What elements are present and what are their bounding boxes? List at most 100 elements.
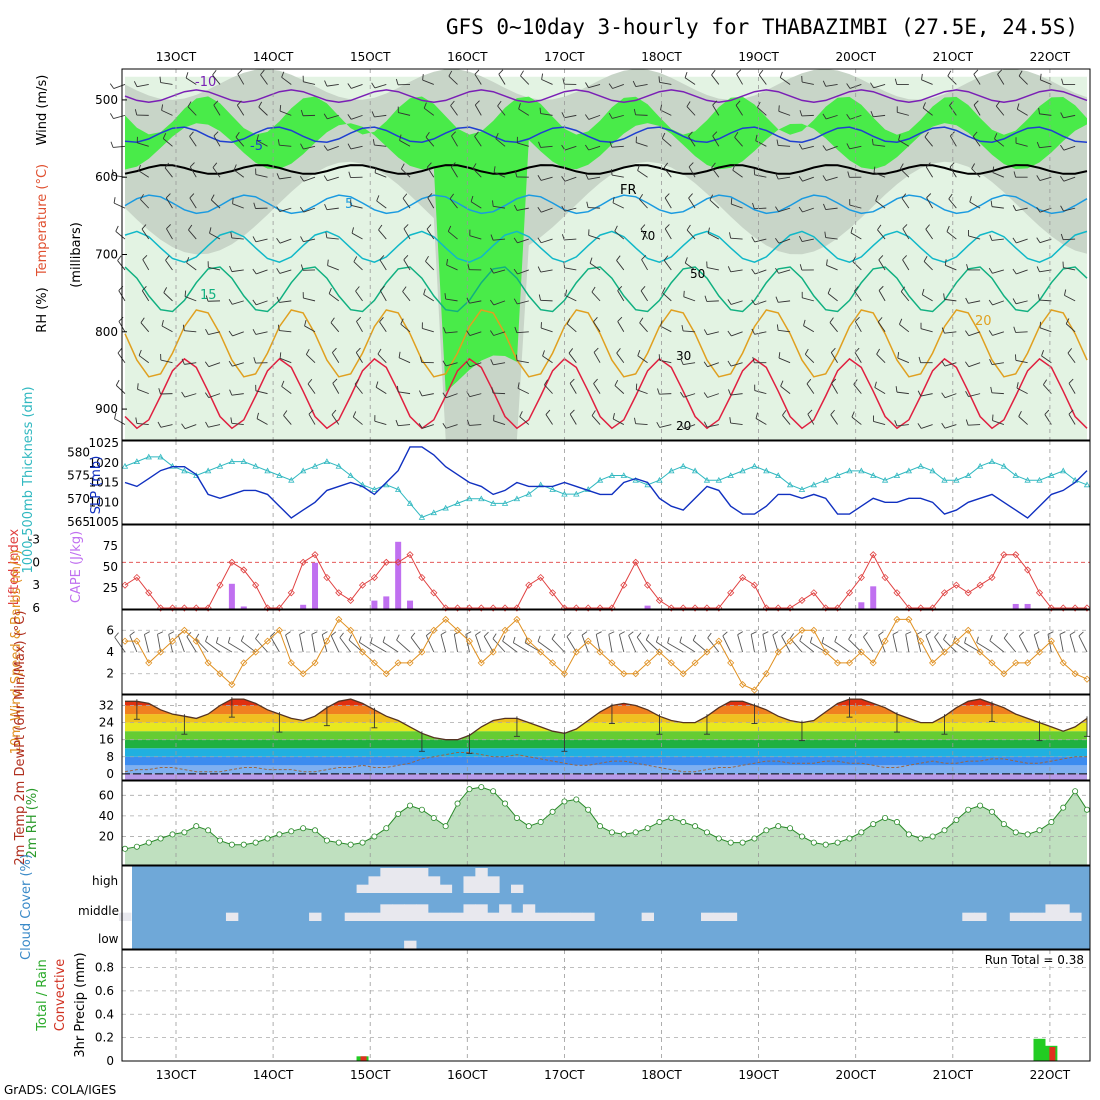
wind-barb-feather bbox=[215, 636, 219, 643]
upper-wind-barb bbox=[712, 100, 720, 116]
wind-barb-shaft bbox=[401, 168, 411, 178]
wind-barb-shaft bbox=[213, 135, 221, 147]
rh-point bbox=[573, 796, 580, 803]
upper-wind-barb bbox=[612, 196, 625, 209]
wind-barb-shaft bbox=[683, 330, 696, 333]
instability-panel-frame bbox=[121, 524, 1091, 610]
wind-barb-shaft bbox=[231, 269, 244, 273]
thickness-point bbox=[157, 453, 164, 460]
wind-barb-feather bbox=[483, 631, 489, 637]
upper-wind-barb bbox=[1068, 378, 1076, 394]
upper-wind-barb bbox=[204, 361, 221, 368]
wind-barb-shaft bbox=[540, 145, 553, 148]
wind-barb-shaft bbox=[374, 144, 387, 147]
upper-wind-barb bbox=[660, 320, 672, 333]
rh-point bbox=[870, 821, 877, 828]
lifted-index-point bbox=[548, 589, 557, 597]
wind-barb-shaft bbox=[614, 385, 625, 394]
wind-barb-feather bbox=[775, 173, 779, 180]
wind-barb-shaft bbox=[398, 357, 411, 364]
wind-barb-shaft bbox=[270, 636, 280, 653]
lifted-index-point bbox=[335, 589, 343, 597]
lifted-index-point bbox=[976, 581, 984, 589]
wind-barb-feather bbox=[829, 317, 834, 323]
wind-barb-shaft bbox=[902, 259, 910, 271]
wind-speed-point bbox=[727, 659, 735, 667]
cloud-cell-middle bbox=[356, 912, 369, 921]
wind-barb-feather bbox=[324, 80, 328, 87]
wind-barb-shaft bbox=[231, 237, 244, 240]
upper-wind-barb bbox=[467, 263, 482, 271]
temperature-fill bbox=[125, 699, 1087, 780]
wind-barb-feather bbox=[489, 299, 495, 306]
wind-barb-feather bbox=[892, 631, 899, 635]
lifted-index-point bbox=[608, 604, 616, 612]
wind-barb-shaft bbox=[425, 261, 435, 271]
wind-barb-feather bbox=[637, 164, 640, 171]
upper-wind-barb bbox=[137, 383, 149, 395]
surface-wind-barb bbox=[512, 636, 530, 653]
wind-barb-feather bbox=[1061, 78, 1064, 85]
wind-barb-shaft bbox=[1063, 207, 1076, 212]
upper-wind-barb bbox=[110, 141, 126, 148]
upper-wind-barb bbox=[776, 324, 791, 333]
wind-barb-feather bbox=[402, 193, 408, 199]
cloud-cell-middle bbox=[546, 912, 559, 921]
wind-barb-shaft bbox=[589, 262, 601, 271]
cloud-background bbox=[132, 866, 1090, 949]
upper-wind-barb bbox=[807, 409, 815, 425]
wind-barb-feather bbox=[616, 255, 621, 261]
rh-point bbox=[632, 829, 639, 836]
wind-barb-shaft bbox=[873, 84, 886, 89]
wind-barb-shaft bbox=[641, 259, 648, 271]
upper-wind-barb bbox=[561, 205, 577, 212]
wind-barb-shaft bbox=[474, 74, 482, 85]
precip-convective-bar bbox=[360, 1056, 367, 1061]
wind-barb-feather bbox=[633, 108, 637, 115]
wind-barb-shaft bbox=[991, 206, 1004, 209]
wind-barb-shaft bbox=[210, 199, 221, 209]
upper-wind-barb bbox=[917, 390, 933, 397]
upper-wind-barb bbox=[516, 136, 529, 147]
upper-wind-barb bbox=[347, 83, 363, 89]
wind-barb-shaft bbox=[306, 354, 316, 364]
upper-wind-barb bbox=[519, 411, 530, 425]
upper-wind-barb bbox=[688, 193, 696, 209]
wind-barb-shaft bbox=[612, 418, 625, 425]
wind-barb-feather bbox=[189, 162, 195, 168]
upper-wind-barb bbox=[210, 194, 221, 209]
upper-wind-barb bbox=[897, 352, 910, 364]
upper-wind-barb bbox=[513, 237, 529, 244]
upper-wind-barb bbox=[616, 255, 625, 271]
wind-barb-shaft bbox=[593, 352, 601, 363]
wind-barb-shaft bbox=[730, 393, 743, 396]
wind-barb-shaft bbox=[878, 290, 886, 302]
dewpoint-line bbox=[124, 752, 1087, 773]
wind-barb-shaft bbox=[516, 360, 529, 364]
upper-wind-barb bbox=[827, 287, 838, 302]
rh-point bbox=[193, 823, 200, 830]
wind-barb-feather bbox=[129, 631, 135, 636]
wind-barb-shaft bbox=[374, 114, 387, 118]
thickness-point bbox=[288, 476, 295, 483]
wind-barb-feather bbox=[425, 255, 429, 262]
wind-barb-shaft bbox=[874, 387, 886, 395]
upper-wind-barb bbox=[798, 176, 814, 182]
wind-barb-shaft bbox=[944, 393, 957, 399]
wind-barb-shaft bbox=[826, 264, 838, 271]
wind-barb-feather bbox=[355, 347, 361, 353]
wind-barb-feather bbox=[347, 114, 352, 120]
thickness-point bbox=[715, 476, 723, 483]
wind-barb-feather bbox=[798, 206, 803, 213]
upper-wind-barb bbox=[379, 317, 387, 333]
wind-barb-shaft bbox=[640, 228, 648, 240]
upper-wind-barb bbox=[923, 256, 933, 271]
upper-wind-barb bbox=[1060, 176, 1076, 182]
wind-barb-feather bbox=[426, 224, 432, 230]
top-axis-tick-label: 17OCT bbox=[544, 50, 585, 64]
wind-barb-feather bbox=[1036, 207, 1041, 213]
upper-wind-barb bbox=[402, 193, 411, 209]
wind-barb-shaft bbox=[493, 362, 506, 366]
upper-wind-barb bbox=[658, 76, 672, 85]
wind-barb-shaft bbox=[821, 642, 838, 653]
